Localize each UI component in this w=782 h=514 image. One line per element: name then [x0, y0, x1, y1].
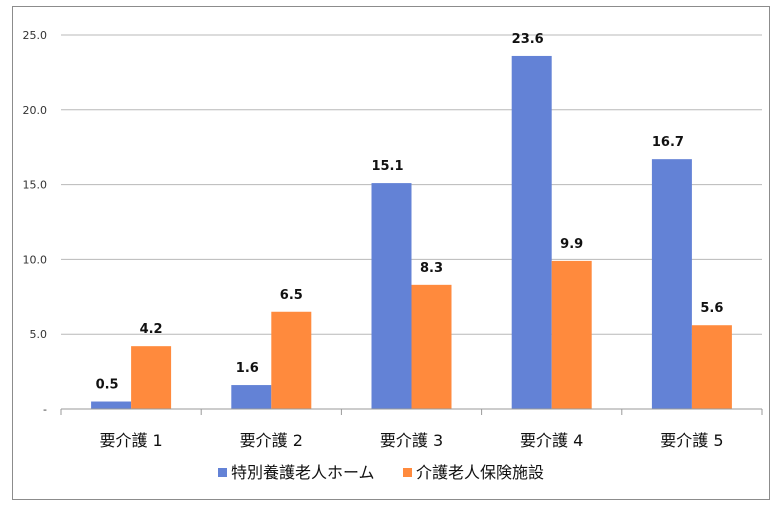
data-label: 5.6 [700, 301, 723, 316]
bar [651, 159, 692, 409]
bar [511, 55, 552, 409]
bar [371, 183, 412, 409]
data-labels: 0.5 1.6 15.1 23.6 16.7 4.2 6.5 8.3 9.9 5.6 [96, 32, 724, 393]
legend-label: 介護老人保険施設 [416, 463, 544, 482]
bar [551, 260, 592, 409]
legend-label: 特別養護老人ホーム [231, 463, 375, 482]
bar [411, 284, 452, 409]
y-tick-label: - [43, 403, 47, 416]
bar [691, 325, 732, 409]
y-axis-ticks: - 5.0 10.0 15.0 20.0 25.0 [23, 29, 48, 416]
y-tick-label: 5.0 [30, 328, 48, 341]
bar [271, 311, 312, 409]
bars [91, 55, 732, 409]
data-label: 16.7 [652, 135, 684, 150]
y-tick-label: 15.0 [23, 179, 48, 192]
data-label: 1.6 [236, 361, 259, 376]
x-tick-label: 要介護 1 [99, 431, 162, 450]
data-label: 6.5 [280, 288, 303, 303]
y-tick-label: 10.0 [23, 253, 48, 266]
data-label: 4.2 [140, 322, 163, 337]
data-label: 9.9 [560, 237, 583, 252]
bar [131, 346, 172, 409]
legend: 特別養護老人ホーム 介護老人保険施設 [218, 463, 544, 482]
legend-swatch [403, 468, 412, 477]
data-label: 15.1 [371, 159, 403, 174]
x-tick-label: 要介護 5 [660, 431, 723, 450]
x-axis: 要介護 1 要介護 2 要介護 3 要介護 4 要介護 5 [60, 408, 763, 450]
y-tick-label: 25.0 [23, 29, 48, 42]
data-label: 8.3 [420, 261, 443, 276]
data-label: 0.5 [96, 378, 119, 393]
bar [91, 401, 132, 409]
x-tick-label: 要介護 3 [380, 431, 443, 450]
x-tick-label: 要介護 2 [240, 431, 303, 450]
bar [231, 385, 272, 409]
data-label: 23.6 [512, 32, 544, 47]
y-tick-label: 20.0 [23, 104, 48, 117]
legend-swatch [218, 468, 227, 477]
x-tick-label: 要介護 4 [520, 431, 583, 450]
